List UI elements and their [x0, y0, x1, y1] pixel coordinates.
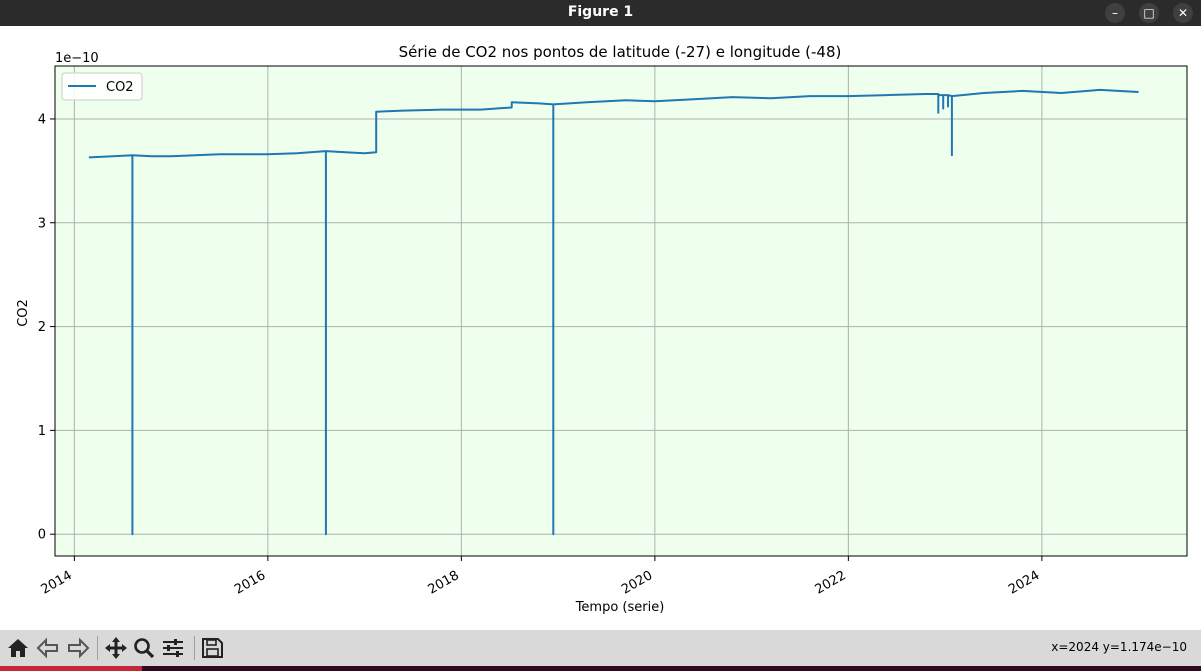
plot-frame: [54, 65, 1188, 557]
x-axis-label: Tempo (serie): [575, 600, 665, 615]
x-tick-label: 2024: [1006, 568, 1042, 598]
minimize-button[interactable]: –: [1105, 3, 1125, 23]
home-icon[interactable]: [5, 636, 31, 660]
navigation-toolbar: x=2024 y=1.174e−10: [0, 630, 1201, 666]
legend-label: CO2: [106, 80, 134, 95]
y-axis: 0 1 2 3 4: [38, 112, 55, 543]
y-tick-label: 4: [38, 112, 46, 127]
figure-canvas[interactable]: 2014 2016 2018 2020 2022 2024 0 1 2 3 4 Série de …: [0, 26, 1201, 630]
close-button[interactable]: ✕: [1173, 3, 1193, 23]
toolbar-separator: [97, 636, 98, 660]
coordinate-readout: x=2024 y=1.174e−10: [1051, 640, 1187, 654]
legend-frame: [61, 72, 143, 101]
save-icon[interactable]: [199, 636, 225, 660]
y-offset-text: 1e−10: [55, 51, 99, 66]
terminal-tab: [0, 666, 142, 671]
x-tick-label: 2020: [619, 568, 655, 598]
y-tick-label: 2: [38, 320, 46, 335]
configure-subplots-icon[interactable]: [160, 636, 186, 660]
terminal-strip: [0, 666, 1201, 671]
maximize-button[interactable]: □: [1139, 3, 1159, 23]
chart-title: Série de CO2 nos pontos de latitude (-27…: [399, 43, 842, 61]
zoom-icon[interactable]: [131, 636, 157, 660]
forward-icon[interactable]: [65, 636, 91, 660]
pan-icon[interactable]: [103, 636, 129, 660]
back-icon[interactable]: [35, 636, 61, 660]
plot-area: [55, 66, 1187, 556]
x-tick-label: 2016: [232, 568, 268, 598]
grid: [55, 66, 1187, 556]
x-axis: 2014 2016 2018 2020 2022 2024: [39, 556, 1043, 598]
x-tick-label: 2022: [813, 568, 849, 598]
series-layer: [88, 88, 1139, 536]
chart: 2014 2016 2018 2020 2022 2024 0 1 2 3 4 Série de …: [16, 43, 1188, 615]
x-tick-label: 2014: [39, 568, 75, 598]
x-tick-label: 2018: [426, 568, 462, 598]
y-tick-label: 0: [38, 528, 46, 543]
y-axis-label: CO2: [16, 299, 31, 327]
window-title: Figure 1: [567, 4, 634, 20]
legend: CO2: [61, 72, 143, 101]
toolbar-separator: [194, 636, 195, 660]
series-line-co2: [88, 88, 1139, 536]
y-tick-label: 1: [38, 424, 46, 439]
y-tick-label: 3: [38, 216, 46, 231]
window-titlebar: Figure 1 – □ ✕: [0, 0, 1201, 26]
